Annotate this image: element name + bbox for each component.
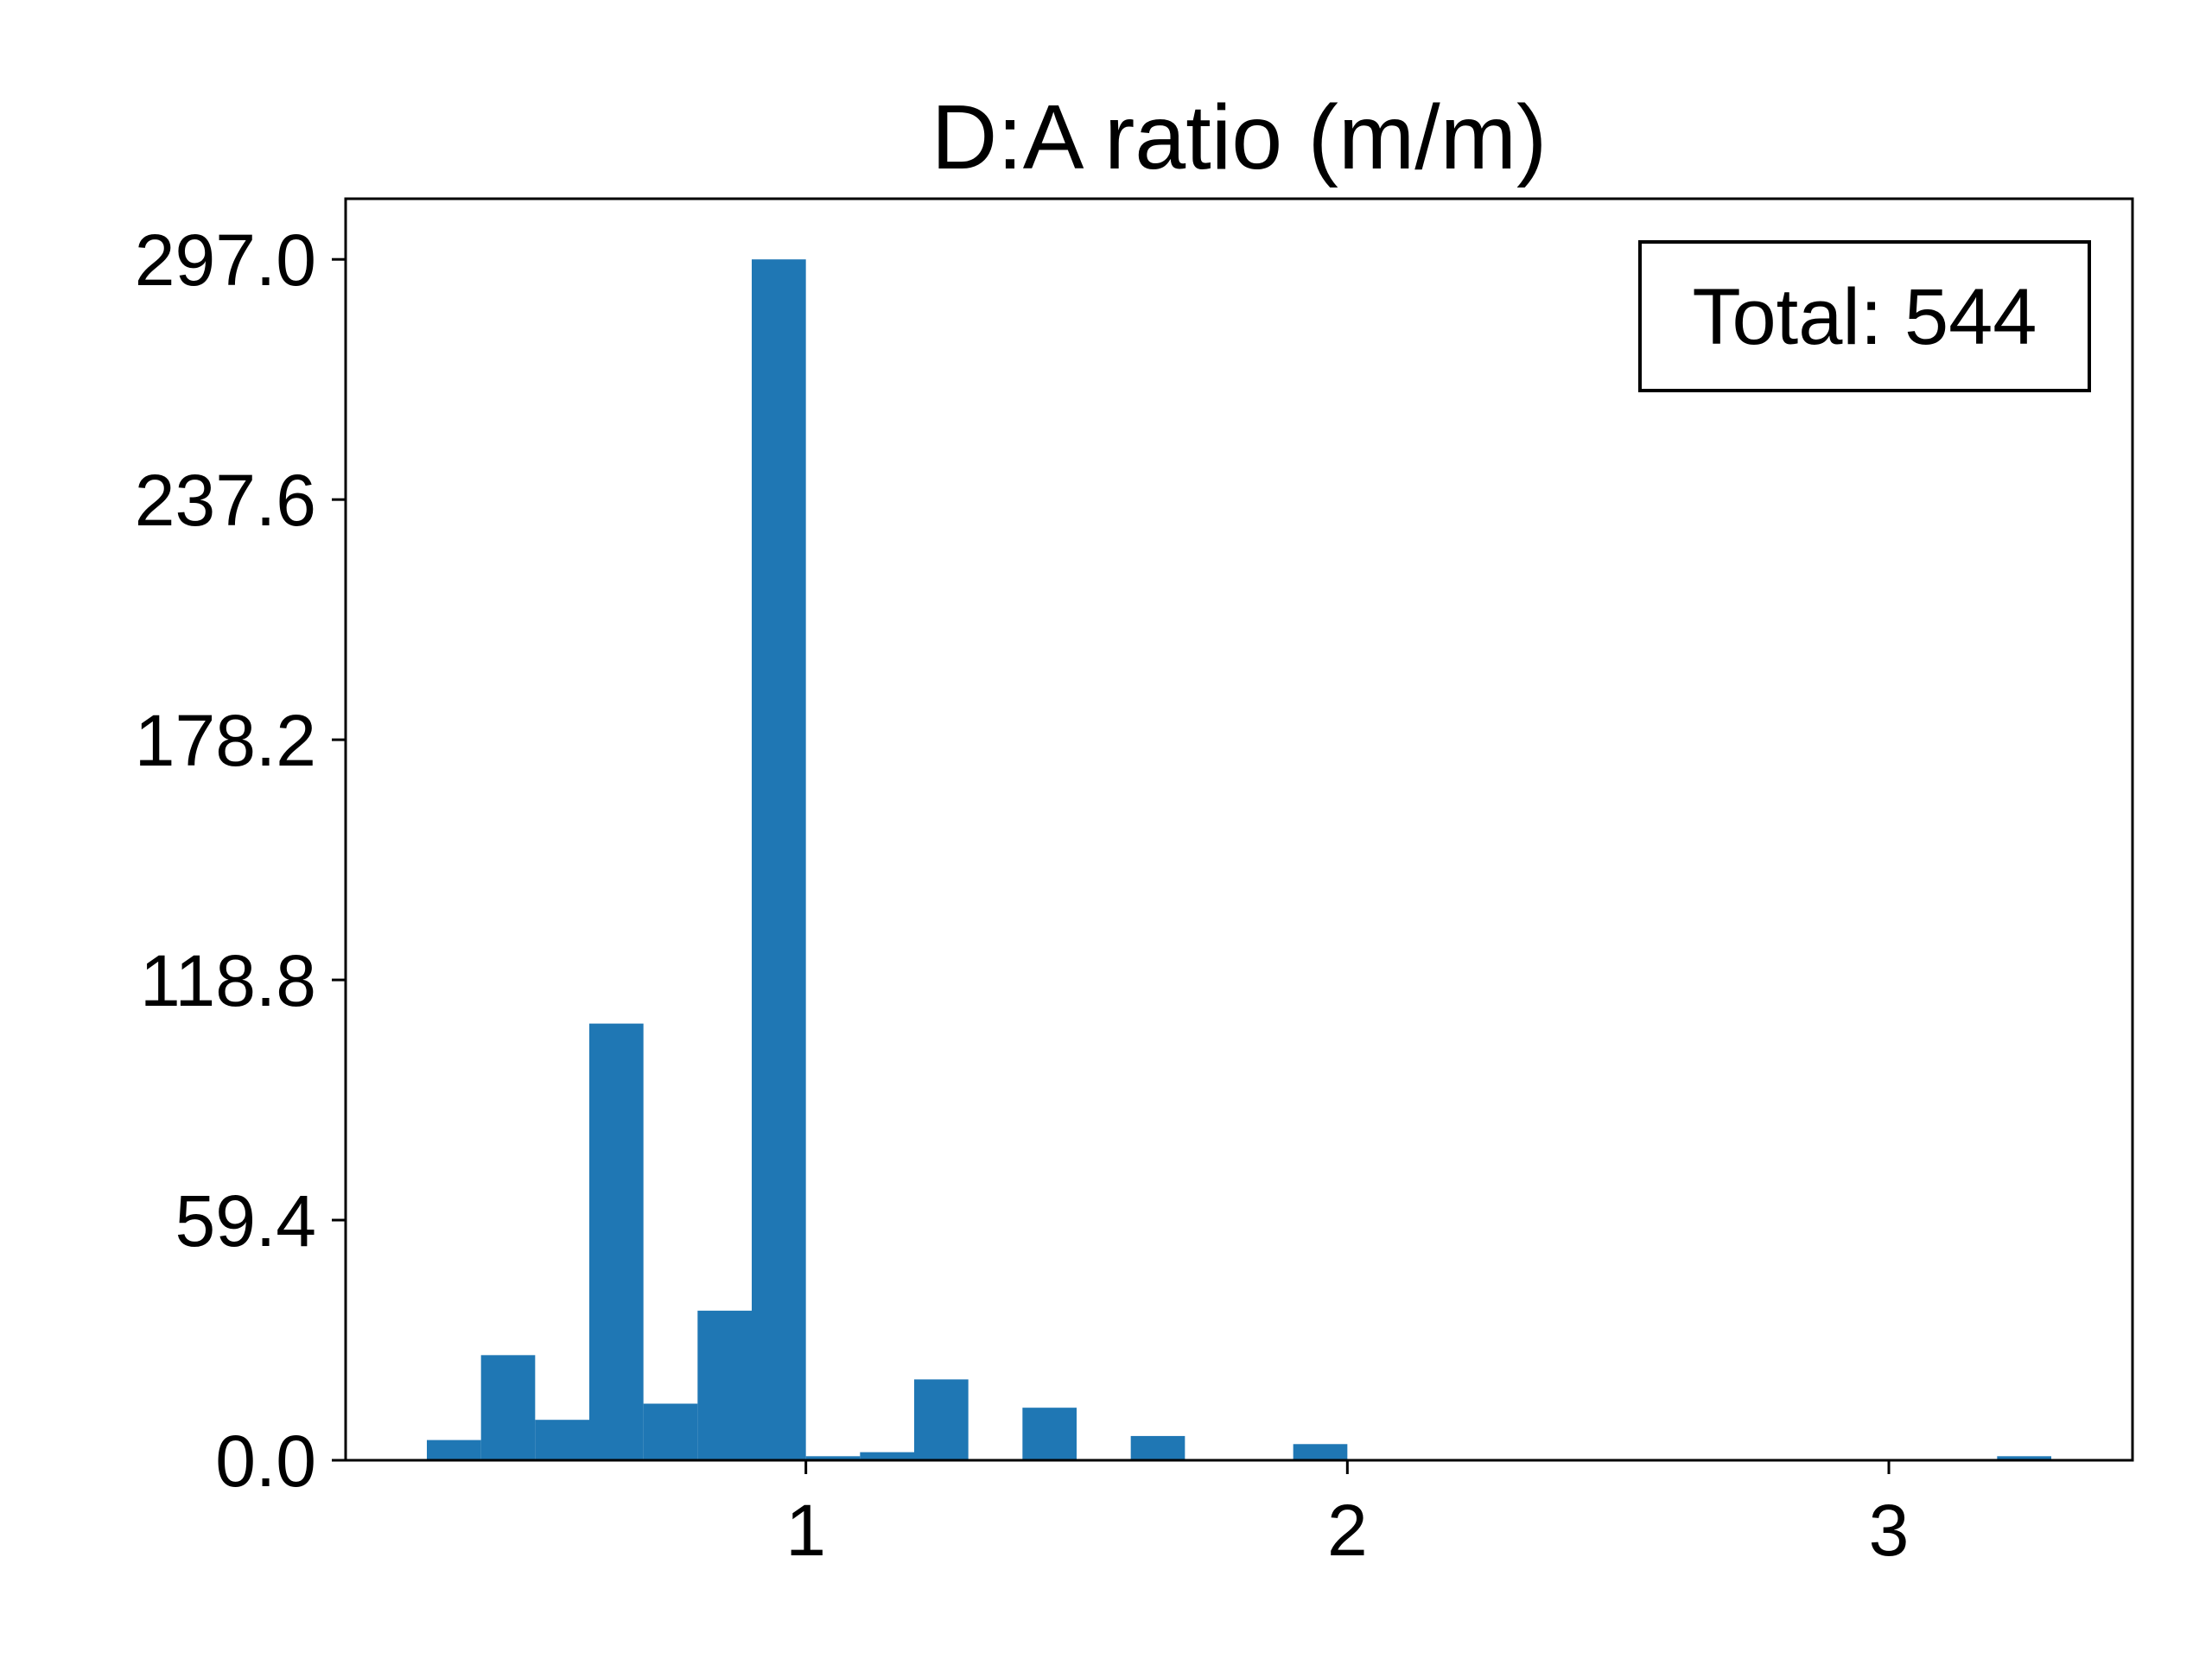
- histogram-bar: [427, 1440, 481, 1460]
- y-tick-label: 118.8: [140, 940, 316, 1021]
- total-annotation-text: Total: 544: [1693, 273, 2037, 361]
- histogram-bar: [1997, 1456, 2051, 1460]
- histogram-bar: [1130, 1435, 1185, 1460]
- total-annotation: Total: 544: [1638, 240, 2091, 392]
- x-tick-label: 1: [785, 1490, 826, 1571]
- histogram-bar: [860, 1452, 914, 1460]
- y-tick-label: 0.0: [215, 1421, 316, 1502]
- x-tick-label: 2: [1327, 1490, 1368, 1571]
- y-tick-label: 178.2: [135, 700, 316, 781]
- plot-area-frame: [344, 197, 2134, 1462]
- total-annotation-box: [1638, 240, 2091, 392]
- x-axis-ticks: 1 2 3: [785, 1460, 1909, 1571]
- y-axis-ticks: 0.0 59.4 118.8 178.2 237.6 297.0: [135, 219, 346, 1502]
- y-tick-label: 59.4: [175, 1180, 317, 1262]
- bars: [427, 259, 2051, 1460]
- x-tick-label: 3: [1869, 1490, 1910, 1571]
- histogram-bar: [1022, 1408, 1077, 1460]
- histogram-bar: [697, 1310, 752, 1460]
- histogram-bar: [805, 1456, 861, 1460]
- histogram-bar: [589, 1023, 644, 1460]
- y-tick-label: 297.0: [135, 219, 316, 301]
- y-tick-label: 237.6: [135, 460, 316, 541]
- histogram-bar: [752, 259, 806, 1460]
- histogram-bar: [1293, 1444, 1348, 1460]
- histogram-bar: [535, 1420, 589, 1460]
- histogram-bar: [480, 1355, 536, 1460]
- histogram-bar: [914, 1379, 969, 1460]
- histogram-bar: [643, 1403, 698, 1460]
- chart-title: D:A ratio (m/m): [931, 86, 1548, 188]
